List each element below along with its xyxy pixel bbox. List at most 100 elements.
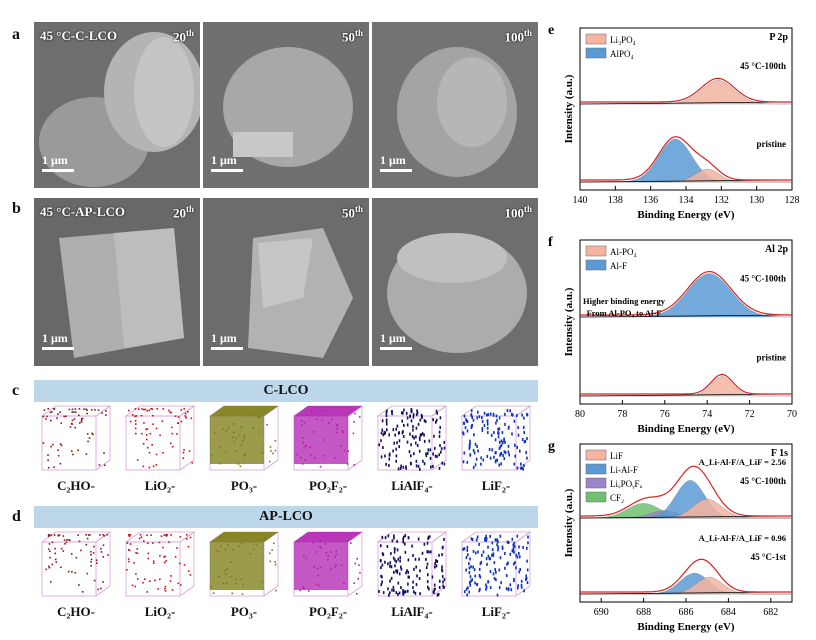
cycle-label: 100th <box>504 28 532 45</box>
x-tick-label: 138 <box>608 195 623 206</box>
cycle-label: 50th <box>341 204 363 221</box>
species-label: LiAlF₄- <box>391 478 433 493</box>
tof-cube-4 <box>376 531 448 597</box>
sem-image-b1: 45 °C-AP-LCO 20th 1 μm <box>34 198 200 366</box>
x-tick-label: 72 <box>745 409 755 420</box>
banner-ap-lco: AP-LCO <box>34 506 538 528</box>
scale-label: 1 μm <box>380 153 406 167</box>
annotation-text: Higher binding energy <box>583 296 666 306</box>
legend-entry: LiₓPOᵧFᵤ <box>610 479 643 490</box>
tof-cube-5 <box>460 531 532 597</box>
baseline <box>579 314 793 318</box>
spectrum-label: 45 °C-100th <box>740 476 786 486</box>
y-axis-label: Intensity (a.u.) <box>563 488 575 557</box>
sem-texture <box>203 198 369 366</box>
x-tick-label: 132 <box>714 195 729 206</box>
panel-letter: g <box>548 439 555 454</box>
x-tick-label: 682 <box>763 607 778 618</box>
core-level-label: Al 2p <box>765 244 789 255</box>
x-tick-label: 134 <box>679 195 694 206</box>
scale-label: 1 μm <box>211 153 237 167</box>
xps-chart-g: 690 688 686 684 682 Binding Energy (eV) Intens… <box>548 439 793 633</box>
tof-sims-row-d: C₂HO- LiO₂- PO₃- PO₂F₂- LiAlF₄- LiF₂- <box>34 530 538 630</box>
annotation-text: From Al-PO₄ to Al-F <box>587 308 662 318</box>
x-tick-label: 686 <box>679 607 694 618</box>
core-level-label: P 2p <box>769 32 788 43</box>
scale-label: 1 μm <box>42 331 68 345</box>
species-label: PO₃- <box>230 604 258 619</box>
x-tick-label: 74 <box>702 409 712 420</box>
species-label: LiF₂- <box>481 604 511 619</box>
x-tick-label: 684 <box>721 607 736 618</box>
x-tick-label: 130 <box>749 195 764 206</box>
legend-entry: LiF <box>610 451 623 461</box>
panel-label-a: a <box>12 26 20 43</box>
area-ratio-label: A_Li-Al-F/A_LiF = 2.56 <box>699 457 786 467</box>
spectrum-label: 45 °C-1st <box>751 552 786 562</box>
sem-texture <box>372 198 538 366</box>
sem-texture <box>372 22 538 188</box>
legend-entry: Al-PO₄ <box>610 247 637 257</box>
tof-sims-row-c: C₂HO- LiO₂- PO₃- PO₂F₂- LiAlF₄- LiF₂- <box>34 404 538 494</box>
tof-cube-4 <box>376 405 448 471</box>
scale-bar <box>380 347 412 350</box>
legend-entry: Li₃PO₄ <box>610 35 636 45</box>
legend-swatch <box>585 463 607 475</box>
core-level-label: F 1s <box>771 448 788 459</box>
legend-entry: Al-F <box>610 261 627 271</box>
y-axis-label: Intensity (a.u.) <box>563 287 575 356</box>
sem-texture <box>203 22 369 188</box>
envelope-fit <box>580 77 792 103</box>
legend-swatch <box>585 491 607 503</box>
species-label: LiO₂- <box>144 478 176 493</box>
x-tick-label: 690 <box>594 607 609 618</box>
tof-cube-1 <box>124 531 196 597</box>
cycle-label: 20th <box>172 204 194 221</box>
cycle-label: 50th <box>341 28 363 45</box>
x-axis-label: Binding Energy (eV) <box>637 621 735 633</box>
sem-image-a2: 50th 1 μm <box>203 22 369 188</box>
scale-bar <box>211 169 243 172</box>
sem-texture <box>34 22 200 188</box>
species-label: PO₂F₂- <box>308 478 348 493</box>
panel-label-b: b <box>12 200 21 217</box>
legend-swatch <box>585 449 607 461</box>
baseline <box>579 101 793 105</box>
scale-bar <box>380 169 412 172</box>
sem-image-b2: 50th 1 μm <box>203 198 369 366</box>
legend-swatch <box>585 477 607 489</box>
scale-label: 1 μm <box>211 331 237 345</box>
legend-swatch <box>585 33 607 45</box>
cycle-label: 100th <box>504 204 532 221</box>
scale-bar <box>42 347 74 350</box>
plot-frame <box>579 239 793 405</box>
tof-cube-0 <box>40 531 112 597</box>
xps-chart-f: 80 78 76 74 72 70 Binding Energy (eV) Intensity… <box>548 235 797 435</box>
envelope-fit <box>580 373 792 395</box>
sem-title: 45 °C-C-LCO <box>40 28 118 43</box>
panel-letter: f <box>548 235 553 250</box>
sem-title: 45 °C-AP-LCO <box>40 204 125 219</box>
sem-image-a1: 45 °C-C-LCO 20th 1 μm <box>34 22 200 188</box>
envelope-fit <box>580 558 792 593</box>
envelope-fit <box>580 271 792 316</box>
legend-swatch <box>585 47 607 59</box>
xps-chart-e: 140 138 136 134 132 130 128 Binding Energy (eV)… <box>548 23 800 221</box>
species-label: LiAlF₄- <box>391 604 433 619</box>
sem-image-a3: 100th 1 μm <box>372 22 538 188</box>
legend-entry: CF₂ <box>610 493 624 503</box>
tof-cube-1 <box>124 405 196 471</box>
envelope-fit <box>580 136 792 181</box>
y-axis-label: Intensity (a.u.) <box>563 74 575 143</box>
species-label: LiF₂- <box>481 478 511 493</box>
x-axis-label: Binding Energy (eV) <box>637 209 735 221</box>
banner-c-lco: C-LCO <box>34 380 538 402</box>
envelope-fit <box>580 465 792 517</box>
tof-cube-3 <box>292 531 364 597</box>
species-label: PO₂F₂- <box>308 604 348 619</box>
x-tick-label: 140 <box>573 195 588 206</box>
spectrum-label: 45 °C-100th <box>740 273 786 283</box>
sem-texture <box>34 198 200 366</box>
x-axis-label: Binding Energy (eV) <box>637 423 735 435</box>
fit-component <box>580 80 792 105</box>
